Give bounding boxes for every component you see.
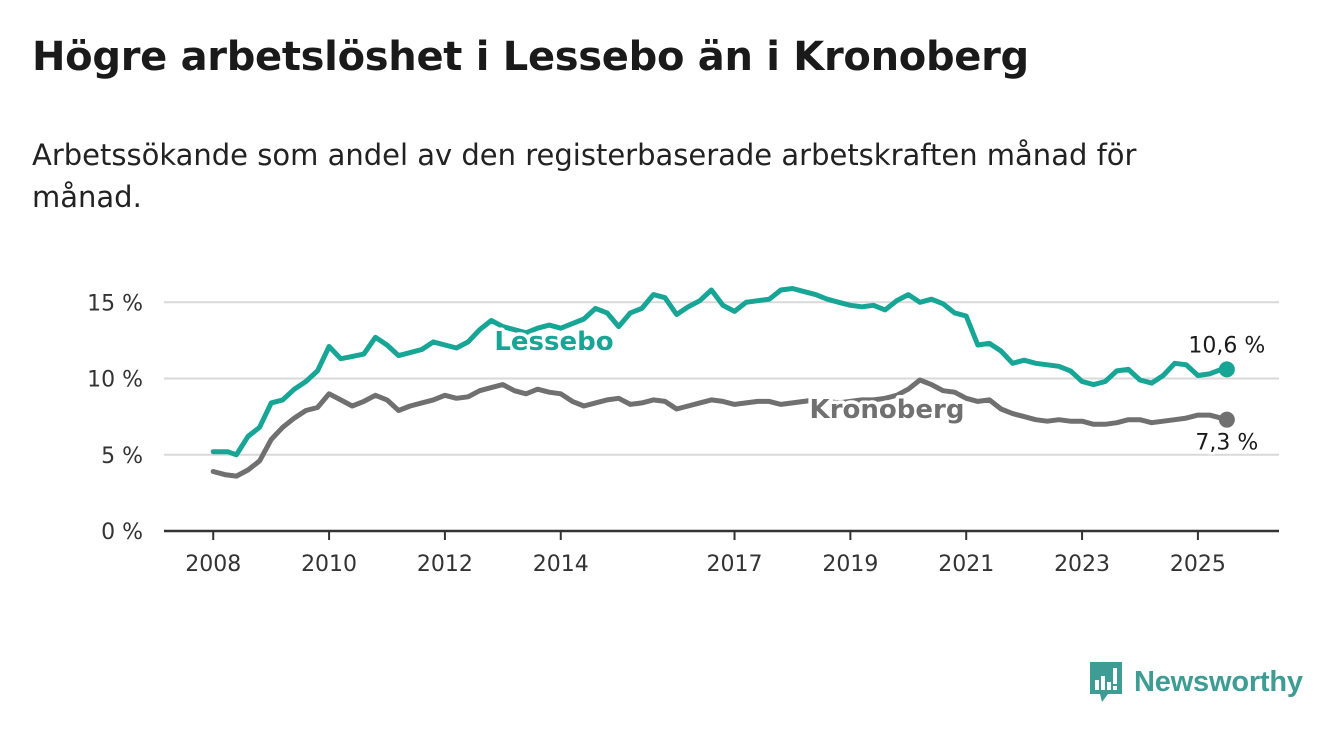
newsworthy-logo[interactable]: Newsworthy bbox=[1088, 660, 1303, 704]
bar-chart-icon bbox=[1090, 662, 1122, 702]
brand-name: Newsworthy bbox=[1134, 665, 1303, 698]
y-tick-label: 0 % bbox=[101, 520, 143, 545]
y-tick-label: 15 % bbox=[87, 291, 143, 316]
x-tick-label: 2010 bbox=[301, 552, 357, 577]
x-tick-label: 2014 bbox=[533, 552, 589, 577]
series-line-lessebo bbox=[210, 286, 1230, 458]
y-axis-ticks: 0 % 5 % 10 % 15 % bbox=[87, 291, 143, 545]
series-labels: Lessebo Kronoberg 10,6 % 7,3 % bbox=[491, 324, 1268, 459]
x-axis: 2008 2010 2012 2014 2017 2019 2021 2023 2025 bbox=[164, 529, 1279, 577]
end-point-kronoberg bbox=[1218, 411, 1235, 428]
x-tick-label: 2008 bbox=[185, 552, 241, 577]
x-tick-label: 2025 bbox=[1170, 552, 1226, 577]
series-line-kronoberg bbox=[210, 377, 1230, 479]
end-point-lessebo bbox=[1218, 361, 1235, 378]
y-tick-label: 5 % bbox=[101, 444, 143, 469]
x-tick-label: 2023 bbox=[1054, 552, 1110, 577]
end-label-lessebo: 10,6 % bbox=[1188, 333, 1265, 358]
x-tick-label: 2012 bbox=[417, 552, 473, 577]
series-name-kronoberg: Kronoberg bbox=[810, 395, 965, 425]
x-tick-label: 2017 bbox=[707, 552, 763, 577]
chart-title: Högre arbetslöshet i Lessebo än i Kronob… bbox=[32, 34, 1029, 80]
end-label-kronoberg: 7,3 % bbox=[1195, 431, 1258, 456]
x-tick-label: 2019 bbox=[822, 552, 878, 577]
chart-subtitle: Arbetssökande som andel av den registerb… bbox=[32, 138, 1137, 214]
series-name-lessebo: Lessebo bbox=[494, 327, 613, 357]
x-tick-label: 2021 bbox=[938, 552, 994, 577]
y-tick-label: 10 % bbox=[87, 368, 143, 393]
series-lines bbox=[210, 286, 1235, 479]
